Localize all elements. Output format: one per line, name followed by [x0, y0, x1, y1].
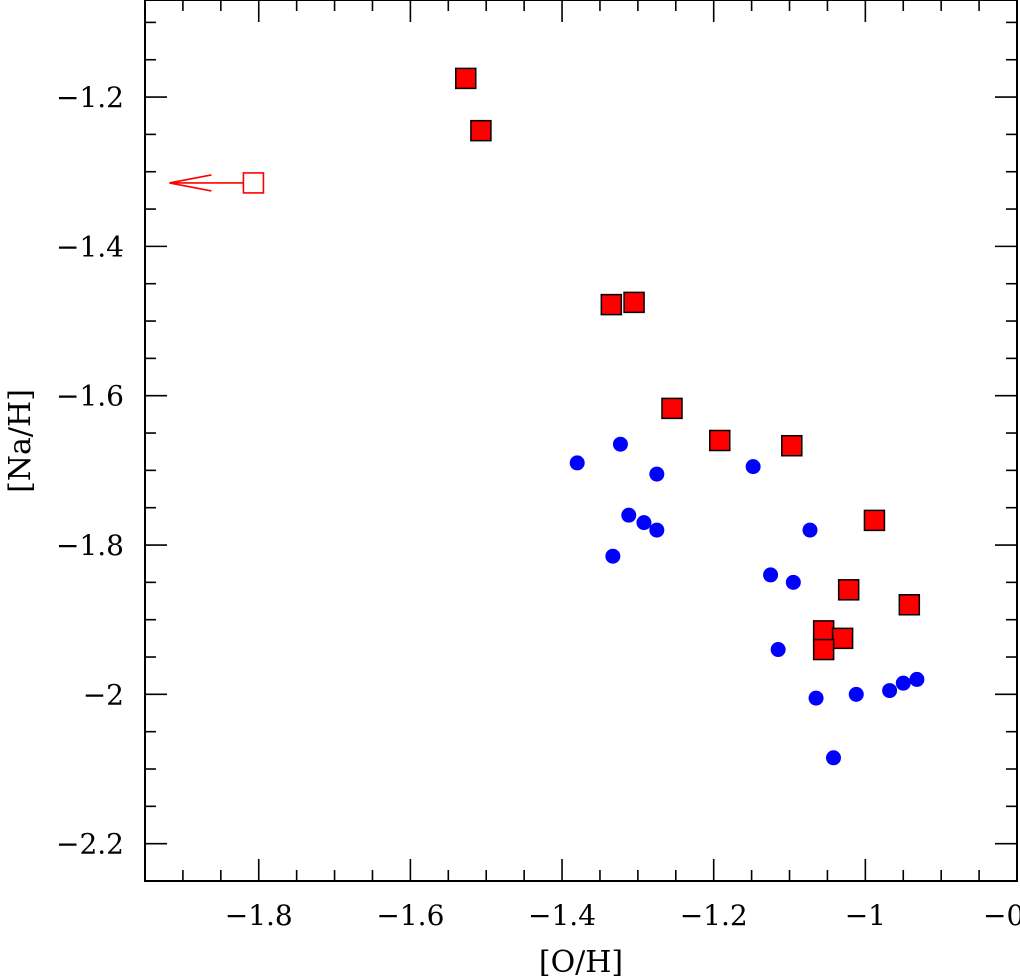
x-tick-label: −0.8: [983, 899, 1020, 932]
x-tick-label: −1.8: [225, 899, 293, 932]
filled-square-point: [781, 434, 803, 457]
filled-square-point: [623, 291, 645, 314]
upper-limit-arrow: [169, 174, 244, 192]
axis-ticks: [144, 0, 1018, 882]
plot-frame: [144, 0, 1018, 882]
data-marks: [169, 67, 925, 766]
tick-labels: −1.8 −1.6 −1.4 −1.2 −1 −0.8 −1.2 −1.4 −1.6 −1.8 −2…: [56, 81, 1020, 932]
circle-point: [848, 686, 864, 702]
y-tick-label: −2.2: [56, 828, 124, 861]
y-tick-label: −1.4: [56, 230, 124, 263]
filled-square-point: [661, 397, 683, 420]
y-axis-label: [Na/H]: [3, 389, 38, 493]
x-tick-label: −1.6: [376, 899, 444, 932]
circle-point: [649, 466, 665, 482]
x-tick-label: −1.4: [528, 899, 596, 932]
circle-point: [770, 642, 786, 658]
circle-point: [649, 522, 665, 538]
circle-point: [621, 507, 637, 523]
filled-square-point: [837, 579, 860, 601]
filled-square-point: [709, 429, 731, 452]
filled-square-point: [898, 594, 921, 616]
circle-point: [909, 671, 925, 687]
circle-point: [802, 522, 818, 538]
filled-square-point: [470, 119, 492, 142]
circle-point: [785, 574, 801, 590]
y-tick-label: −1.2: [56, 81, 124, 114]
circle-point: [636, 515, 652, 531]
circle-point: [605, 548, 621, 564]
x-tick-label: −1.2: [680, 899, 748, 932]
filled-square-point: [863, 509, 886, 532]
x-axis-label: [O/H]: [539, 945, 623, 980]
filled-square-point: [812, 638, 835, 661]
circle-point: [826, 750, 842, 766]
filled-square-point: [454, 67, 477, 90]
circle-point: [882, 683, 898, 699]
y-tick-label: −1.6: [56, 380, 124, 413]
filled-square-point: [812, 620, 835, 642]
y-tick-label: −2: [83, 678, 124, 711]
circle-point: [895, 675, 911, 691]
y-tick-label: −1.8: [56, 529, 124, 562]
filled-square-point: [831, 627, 854, 650]
filled-square-point: [600, 293, 623, 316]
open-square-point: [242, 172, 265, 194]
circle-point: [763, 567, 779, 583]
circle-point: [569, 455, 585, 471]
circle-point: [612, 436, 628, 452]
circle-point: [745, 459, 761, 475]
circle-point: [808, 690, 824, 706]
x-tick-label: −1: [845, 899, 886, 932]
